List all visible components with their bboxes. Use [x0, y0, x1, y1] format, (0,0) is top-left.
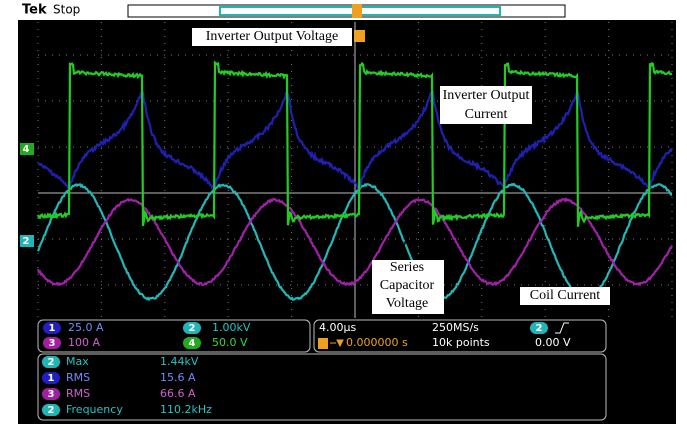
- trigger-icon: [318, 338, 328, 349]
- channel-scale: 100 A: [68, 336, 100, 349]
- annotation: Series: [390, 260, 424, 275]
- badge-label: 4: [189, 338, 196, 349]
- badge-label: 2: [48, 357, 55, 368]
- measurement-name: RMS: [66, 371, 90, 384]
- brand: Tek: [22, 3, 47, 18]
- annotation: Coil Current: [530, 288, 600, 303]
- measurement-value: 110.2kHz: [160, 403, 212, 416]
- measurement-value: 66.6 A: [160, 387, 196, 400]
- trigger-level: 0.00 V: [535, 336, 571, 349]
- badge-label: 1: [49, 323, 56, 334]
- run-status: Stop: [53, 3, 80, 17]
- channel-scale: 1.00kV: [212, 321, 251, 334]
- badge-label: 3: [48, 389, 55, 400]
- measurement-name: Frequency: [66, 403, 123, 416]
- badge-label: 1: [48, 373, 55, 384]
- measurement-name: RMS: [66, 387, 90, 400]
- trigger-point: [354, 30, 365, 42]
- annotation: Capacitor: [380, 278, 435, 293]
- badge-label: 2: [48, 405, 55, 416]
- trigger-position: 0.000000 s: [346, 336, 408, 349]
- record-length: 10k points: [432, 336, 490, 349]
- annotation: Inverter Output: [443, 88, 530, 103]
- measurement-value: 15.6 A: [160, 371, 196, 384]
- badge-label: 3: [49, 338, 56, 349]
- measurement-name: Max: [66, 355, 89, 368]
- trigger-marker: [352, 4, 362, 18]
- badge-label: 2: [189, 323, 196, 334]
- channel-scale: 50.0 V: [212, 336, 248, 349]
- ch4-marker-label: 4: [23, 144, 30, 155]
- measurement-value: 1.44kV: [160, 355, 199, 368]
- annotation: Current: [465, 107, 508, 122]
- channel-scale: 25.0 A: [68, 321, 104, 334]
- ch2-marker-label: 2: [23, 236, 30, 247]
- annotation: Voltage: [386, 296, 429, 311]
- annotation: Inverter Output Voltage: [206, 29, 338, 44]
- measurement-panel: [38, 354, 606, 420]
- trigger-source: 2: [536, 323, 543, 334]
- scope-screen: Tek Stop 4 2 Inverter Output Voltage Inv…: [0, 0, 687, 427]
- sample-rate: 250MS/s: [432, 321, 479, 334]
- time-scale: 4.00µs: [319, 321, 356, 334]
